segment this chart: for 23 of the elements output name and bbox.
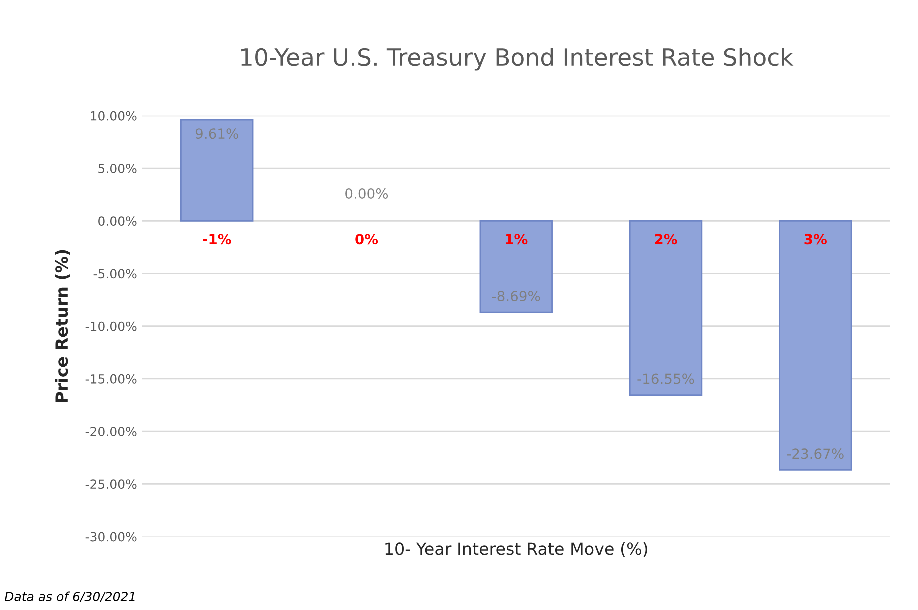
y-tick-label: -20.00%	[86, 427, 137, 436]
y-axis-title: Price Return (%)	[55, 250, 70, 402]
y-tick-label: 0.00%	[98, 216, 137, 226]
x-tick-label: 2%	[655, 234, 678, 245]
data-label: -23.67%	[787, 448, 844, 460]
x-tick-label: 3%	[804, 234, 827, 245]
data-label: 9.61%	[196, 128, 238, 140]
chart-title: 10-Year U.S. Treasury Bond Interest Rate Shock	[242, 48, 794, 71]
y-tick-label: -5.00%	[94, 269, 137, 279]
y-tick-label: 5.00%	[98, 164, 137, 174]
y-tick-label: 10.00%	[91, 111, 137, 121]
x-tick-label: 1%	[506, 234, 528, 245]
x-tick-label: -1%	[203, 234, 232, 245]
x-tick-label: 0%	[356, 234, 378, 245]
y-tick-label: -10.00%	[86, 322, 137, 332]
data-label: -16.55%	[638, 374, 694, 384]
data-label: -8.69%	[492, 291, 540, 302]
x-axis-title: 10- Year Interest Rate Move (%)	[386, 542, 648, 558]
text: Data as of 6/30/2021	[4, 592, 135, 602]
y-tick-label: -25.00%	[86, 480, 137, 490]
y-tick-label: -15.00%	[86, 374, 137, 384]
data-label: 0.00%	[346, 188, 388, 199]
y-tick-label: -30.00%	[86, 532, 137, 542]
